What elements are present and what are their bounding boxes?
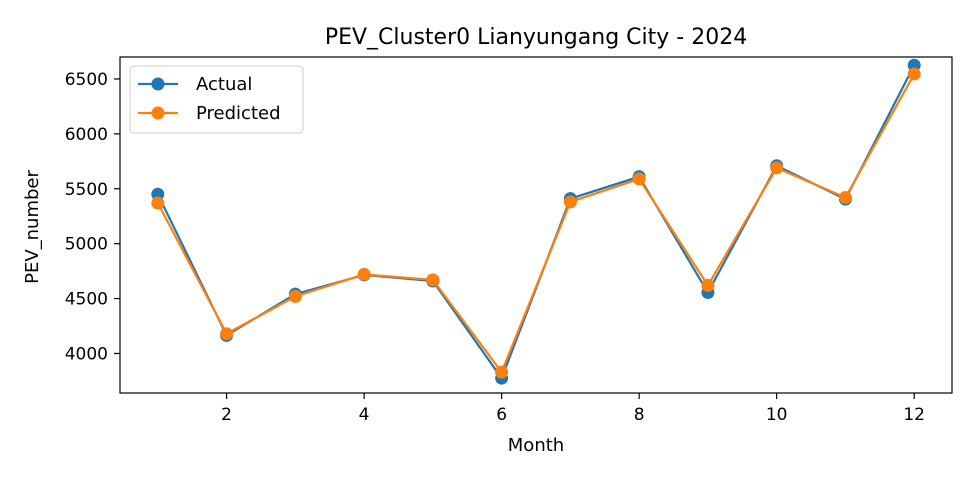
series-line-predicted (156, 73, 916, 375)
data-point-predicted (701, 278, 715, 292)
x-tick-label: 8 (634, 405, 645, 425)
data-point-predicted (838, 191, 852, 205)
data-point-predicted (288, 289, 302, 303)
legend-label-predicted: Predicted (196, 103, 281, 124)
legend-item-actual: Actual (138, 74, 252, 95)
y-tick-label: 4500 (65, 290, 108, 310)
data-point-predicted (495, 365, 509, 379)
data-point-predicted (632, 172, 646, 186)
x-tick-label: 12 (903, 405, 925, 425)
data-point-predicted (220, 327, 234, 341)
data-point-predicted (426, 273, 440, 287)
y-tick-label: 5000 (65, 235, 108, 255)
x-tick-label: 10 (766, 405, 788, 425)
chart-title: PEV_Cluster0 Lianyungang City - 2024 (325, 25, 747, 50)
plot-area (151, 58, 921, 385)
y-axis: 4000 4500 5000 5500 6000 6500 (65, 70, 120, 364)
y-tick-label: 5500 (65, 180, 108, 200)
y-tick-label: 6000 (65, 125, 108, 145)
legend-label-actual: Actual (196, 74, 252, 95)
y-tick-label: 4000 (65, 344, 108, 364)
y-tick-label: 6500 (65, 70, 108, 90)
data-point-predicted (563, 195, 577, 209)
y-axis-label: PEV_number (22, 170, 43, 284)
x-axis: 2 4 6 8 10 12 (221, 393, 925, 425)
legend-marker-actual (151, 77, 165, 91)
legend-marker-predicted (151, 106, 165, 120)
legend-box (129, 65, 304, 134)
x-tick-label: 4 (359, 405, 370, 425)
data-point-predicted (151, 196, 165, 210)
data-point-predicted (770, 161, 784, 175)
legend-item-predicted: Predicted (138, 103, 281, 124)
legend: Actual Predicted (129, 65, 304, 134)
data-point-predicted (357, 267, 371, 281)
data-point-predicted (907, 67, 921, 81)
plot-frame (119, 56, 953, 394)
x-tick-label: 2 (221, 405, 232, 425)
x-tick-label: 6 (496, 405, 507, 425)
x-axis-label: Month (508, 435, 564, 456)
